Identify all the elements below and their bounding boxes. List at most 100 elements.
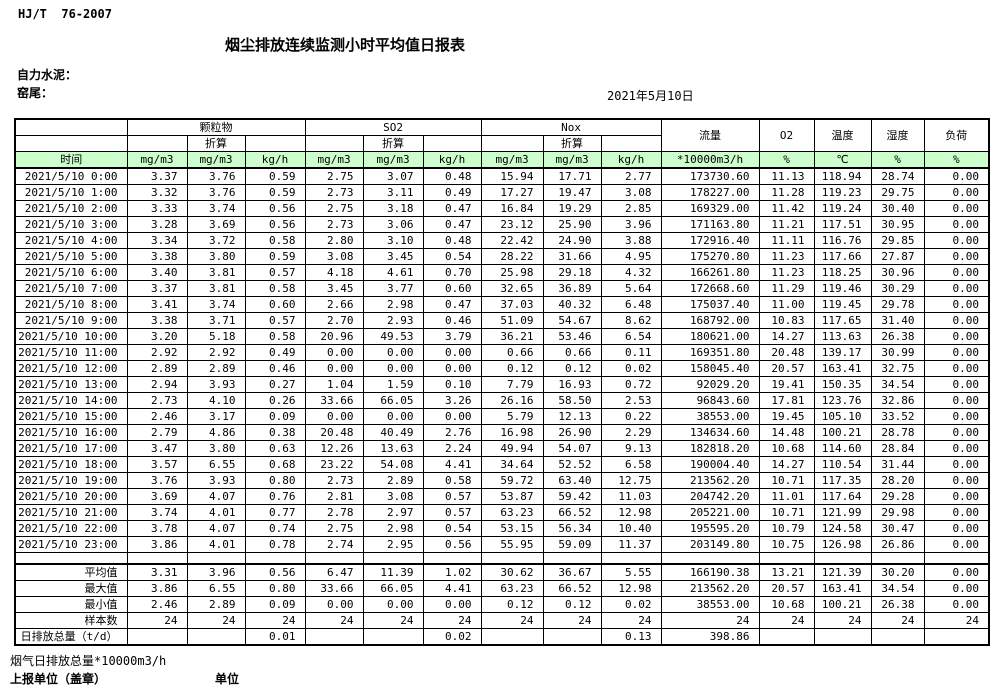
- value-cell: 28.20: [870, 472, 925, 489]
- value-cell: 3.08: [600, 184, 662, 201]
- value-cell: 3.96: [186, 563, 246, 581]
- empty-cell: [304, 552, 364, 565]
- col-load: 负荷: [923, 118, 990, 152]
- value-cell: 52.52: [542, 456, 602, 473]
- value-cell: 3.57: [126, 456, 188, 473]
- unit-cell: mg/m3: [480, 151, 544, 169]
- value-cell: 3.74: [126, 504, 188, 521]
- empty-cell: [870, 552, 925, 565]
- value-cell: 19.29: [542, 200, 602, 217]
- summary-row: 日排放总量（t/d） 0.01 0.02 0.13 398.86: [14, 628, 990, 646]
- value-cell: 4.07: [186, 488, 246, 505]
- value-cell: 0.00: [362, 596, 424, 613]
- value-cell: 17.71: [542, 167, 602, 185]
- value-cell: 40.32: [542, 296, 602, 313]
- value-cell: 158045.40: [660, 360, 760, 377]
- value-cell: 23.22: [304, 456, 364, 473]
- value-cell: 25.90: [542, 216, 602, 233]
- value-cell: 3.72: [186, 232, 246, 249]
- value-cell: 0.49: [244, 344, 306, 361]
- value-cell: 2.46: [126, 596, 188, 613]
- value-cell: 11.23: [758, 264, 815, 281]
- value-cell: 53.87: [480, 488, 544, 505]
- value-cell: 0.56: [244, 563, 306, 581]
- empty-cell: [244, 552, 306, 565]
- value-cell: 119.46: [813, 280, 872, 297]
- value-cell: 38553.00: [660, 408, 760, 425]
- value-cell: 30.96: [870, 264, 925, 281]
- value-cell: 3.47: [126, 440, 188, 457]
- report-date: 2021年5月10日: [607, 89, 694, 103]
- value-cell: 3.37: [126, 167, 188, 185]
- value-cell: 0.59: [244, 248, 306, 265]
- value-cell: 2.66: [304, 296, 364, 313]
- value-cell: 0.00: [923, 167, 990, 185]
- value-cell: 0.58: [422, 472, 482, 489]
- value-cell: 0.00: [422, 344, 482, 361]
- hour-row: 2021/5/10 21:00 3.74 4.01 0.77 2.78 2.97 0.57 6…: [14, 504, 990, 521]
- value-cell: 4.32: [600, 264, 662, 281]
- value-cell: 173730.60: [660, 167, 760, 185]
- value-cell: 166190.38: [660, 563, 760, 581]
- value-cell: 0.00: [923, 392, 990, 409]
- value-cell: 24: [813, 612, 872, 629]
- value-cell: 0.80: [244, 580, 306, 597]
- standard-number: HJ/T 76-2007: [18, 7, 112, 21]
- hour-row-label: 2021/5/10 4:00: [14, 232, 128, 249]
- value-cell: [186, 628, 246, 646]
- value-cell: 49.53: [362, 328, 424, 345]
- value-cell: [813, 628, 872, 646]
- empty-cell: [422, 135, 482, 152]
- value-cell: 0.00: [923, 424, 990, 441]
- value-cell: 24: [422, 612, 482, 629]
- value-cell: 2.94: [126, 376, 188, 393]
- value-cell: 0.00: [923, 248, 990, 265]
- value-cell: 118.25: [813, 264, 872, 281]
- value-cell: 2.98: [362, 520, 424, 537]
- hour-row-label: 2021/5/10 8:00: [14, 296, 128, 313]
- unit-cell: mg/m3: [304, 151, 364, 169]
- value-cell: 33.52: [870, 408, 925, 425]
- value-cell: 33.66: [304, 392, 364, 409]
- value-cell: 10.79: [758, 520, 815, 537]
- empty-cell: [480, 135, 544, 152]
- value-cell: 0.72: [600, 376, 662, 393]
- value-cell: 30.62: [480, 563, 544, 581]
- value-cell: 3.76: [186, 167, 246, 185]
- value-cell: 11.39: [362, 563, 424, 581]
- hour-row-label: 2021/5/10 23:00: [14, 536, 128, 553]
- value-cell: 0.00: [923, 408, 990, 425]
- value-cell: 190004.40: [660, 456, 760, 473]
- value-cell: 14.27: [758, 456, 815, 473]
- value-cell: 0.60: [244, 296, 306, 313]
- value-cell: 0.59: [244, 184, 306, 201]
- value-cell: 0.00: [923, 488, 990, 505]
- empty-cell: [126, 135, 188, 152]
- value-cell: 3.20: [126, 328, 188, 345]
- header-conversion-row: 折算 折算 折算: [14, 135, 989, 152]
- value-cell: 3.96: [600, 216, 662, 233]
- value-cell: 12.13: [542, 408, 602, 425]
- value-cell: 3.88: [600, 232, 662, 249]
- value-cell: 2.89: [186, 360, 246, 377]
- value-cell: 54.67: [542, 312, 602, 329]
- value-cell: 2.78: [304, 504, 364, 521]
- value-cell: 2.93: [362, 312, 424, 329]
- value-cell: 0.00: [422, 360, 482, 377]
- value-cell: 3.71: [186, 312, 246, 329]
- header-unit-row: 时间 mg/m3 mg/m3 kg/h mg/m3 mg/m3 kg/h mg/…: [14, 151, 990, 169]
- value-cell: 63.23: [480, 580, 544, 597]
- value-cell: 20.96: [304, 328, 364, 345]
- value-cell: 2.89: [362, 472, 424, 489]
- value-cell: 26.86: [870, 536, 925, 553]
- value-cell: [126, 628, 188, 646]
- value-cell: [758, 628, 815, 646]
- value-cell: 27.87: [870, 248, 925, 265]
- value-cell: 4.10: [186, 392, 246, 409]
- value-cell: 3.17: [186, 408, 246, 425]
- value-cell: 182818.20: [660, 440, 760, 457]
- value-cell: 2.92: [126, 344, 188, 361]
- value-cell: 117.65: [813, 312, 872, 329]
- summary-row: 样本数 24 24 24 24 24 24 24 24 24 24 24 24 24 24: [14, 612, 990, 629]
- value-cell: 6.58: [600, 456, 662, 473]
